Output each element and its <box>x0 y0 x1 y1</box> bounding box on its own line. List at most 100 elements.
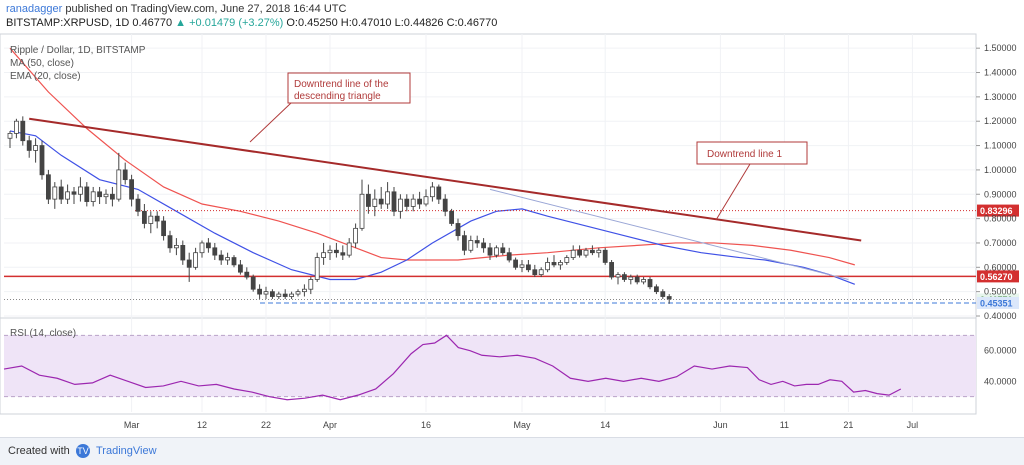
footer-brand[interactable]: TradingView <box>96 445 157 457</box>
candle-down <box>110 193 115 200</box>
candle-down <box>378 198 384 205</box>
ohlc-values: O:0.45250 H:0.47010 L:0.44826 C:0.46770 <box>286 17 498 29</box>
candle-down <box>506 252 512 261</box>
candle-down <box>532 269 538 276</box>
level-flag-label: 0.83296 <box>980 206 1013 216</box>
ema20-line <box>9 130 856 285</box>
candle-up <box>596 249 602 254</box>
candle-up <box>52 186 58 200</box>
price-tick-label: 1.20000 <box>984 116 1017 126</box>
candle-up <box>359 193 365 229</box>
trendlines[interactable] <box>29 117 862 280</box>
price-tick-label: 0.90000 <box>984 189 1017 199</box>
footer-created: Created with <box>8 445 70 457</box>
candle-up <box>116 169 122 200</box>
candle-down <box>461 235 467 251</box>
candle-down <box>180 244 186 261</box>
candle-up <box>385 191 391 205</box>
publish-text: published on TradingView.com, June 27, 2… <box>65 3 347 15</box>
date-tick-label: 22 <box>261 420 271 430</box>
callout-trend1-pointer <box>715 163 751 221</box>
price-tick-label: 0.70000 <box>984 238 1017 248</box>
candle-down <box>442 198 448 212</box>
tradingview-logo-icon[interactable]: TV <box>76 444 90 458</box>
price-tick-label: 1.00000 <box>984 165 1017 175</box>
callout-triangle-line2: descending triangle <box>294 91 381 102</box>
candle-up <box>564 257 570 263</box>
rsi-band <box>4 335 976 397</box>
candle-up <box>493 247 499 256</box>
level-flag <box>977 296 1019 309</box>
candle-up <box>519 264 525 268</box>
candle-down <box>660 291 666 297</box>
candle-down <box>634 276 640 283</box>
candle-up <box>13 120 19 134</box>
candle-down <box>449 210 455 224</box>
price-tick-label: 0.50000 <box>984 287 1017 297</box>
date-tick-label: 12 <box>197 420 207 430</box>
candle-down <box>250 276 256 290</box>
candle-up <box>570 249 576 258</box>
candle-down <box>141 210 147 224</box>
symbol-label: BITSTAMP:XRPUSD, 1D <box>6 17 130 29</box>
candle-down <box>340 252 346 256</box>
price-tick-label: 1.10000 <box>984 141 1017 151</box>
rsi-tick-label: 40.0000 <box>984 376 1017 386</box>
date-tick-label: Jul <box>907 420 919 430</box>
candle-down <box>167 235 173 249</box>
candle-up <box>289 293 295 297</box>
callout-triangle-box[interactable] <box>287 72 411 104</box>
rsi-layer <box>3 334 976 401</box>
author-link[interactable]: ranadagger <box>6 3 63 15</box>
candle-up <box>423 196 429 205</box>
candle-down <box>237 264 243 273</box>
candle-down <box>20 120 26 142</box>
chart-canvas[interactable]: 0.83296 0.56270 0.46770 0.45351 1.50000 1.40… <box>0 0 1024 437</box>
candle-down <box>365 193 371 207</box>
candle-down <box>269 291 275 297</box>
rsi-line <box>3 334 902 401</box>
candle-up <box>148 215 154 224</box>
legend-title: Ripple / Dollar, 1D, BITSTAMP <box>10 45 146 56</box>
price-tick-label: 0.60000 <box>984 262 1017 272</box>
candle-up <box>78 186 83 195</box>
candle-down <box>526 264 531 271</box>
level-flag <box>977 270 1019 283</box>
candle-up <box>263 291 269 295</box>
candle-down <box>654 286 659 293</box>
candle-down <box>161 220 167 237</box>
candle-down <box>590 249 595 254</box>
candle-down <box>58 186 64 200</box>
candle-down <box>455 223 461 237</box>
date-tick-label: 11 <box>780 420 789 430</box>
candle-down <box>487 247 493 256</box>
candle-down <box>244 271 250 278</box>
candle-down <box>205 242 211 249</box>
price-change: ▲ +0.01479 (+3.27%) <box>175 17 284 29</box>
candle-down <box>26 140 32 151</box>
legend-rsi: RSI (14, close) <box>10 328 76 339</box>
trendline-downtrend-1 <box>489 188 849 280</box>
legend-ma: MA (50, close) <box>10 58 74 69</box>
moving-averages <box>9 47 856 285</box>
candle-down <box>404 198 410 207</box>
callout-trend1-box[interactable] <box>696 141 808 165</box>
level-flag-label: 0.45351 <box>980 298 1013 308</box>
candle-down <box>481 242 487 249</box>
candle-up <box>225 257 231 261</box>
candle-up <box>301 288 307 293</box>
date-tick-label: May <box>513 420 531 430</box>
price-tick-label: 1.50000 <box>984 43 1017 53</box>
date-tick-label: 21 <box>843 420 853 430</box>
callout-triangle-line1: Downtrend line of the <box>294 79 389 90</box>
candle-down <box>500 247 506 254</box>
symbol-info: BITSTAMP:XRPUSD, 1D 0.46770 ▲ +0.01479 (… <box>6 17 497 29</box>
candle-down <box>84 186 90 202</box>
candles <box>7 116 672 304</box>
candle-up <box>295 291 301 295</box>
candle-down <box>417 198 423 205</box>
candle-down <box>39 145 45 176</box>
candle-up <box>397 198 403 212</box>
candle-up <box>346 242 352 256</box>
